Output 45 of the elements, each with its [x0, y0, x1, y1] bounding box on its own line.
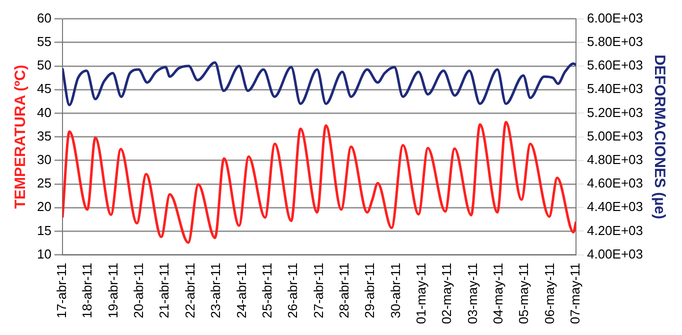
x-tick-label: 27-abr-11 — [310, 262, 326, 318]
x-tick-label: 22-abr-11 — [182, 262, 198, 318]
x-tick-label: 07-may-11 — [568, 262, 583, 324]
x-tick-label: 20-abr-11 — [131, 262, 146, 318]
x-tick-label: 23-abr-11 — [208, 262, 224, 318]
y2-tick-label: 4.40E+03 — [586, 199, 644, 214]
y2-tick-label: 5.80E+03 — [586, 34, 644, 49]
y-tick-label: 15 — [36, 222, 52, 238]
x-tick-label: 29-abr-11 — [362, 262, 378, 318]
y-tick-label: 60 — [36, 10, 52, 26]
x-tick-label: 24-abr-11 — [234, 262, 249, 318]
x-tick-label: 19-abr-11 — [105, 262, 120, 318]
y-tick-label: 30 — [36, 152, 52, 167]
y-tick-label: 40 — [36, 104, 52, 120]
y2-tick-label: 4.80E+03 — [586, 152, 644, 167]
y-tick-label: 10 — [36, 246, 52, 262]
x-tick-label: 03-may-11 — [464, 262, 480, 324]
y2-tick-label: 6.00E+03 — [586, 10, 644, 26]
x-tick-label: 18-abr-11 — [80, 262, 95, 318]
x-tick-label: 02-may-11 — [439, 262, 454, 324]
y-tick-label: 25 — [36, 176, 52, 191]
x-tick-label: 17-abr-11 — [54, 262, 70, 318]
x-tick-label: 21-abr-11 — [156, 262, 172, 318]
y-tick-label: 35 — [36, 128, 52, 144]
x-tick-label: 04-may-11 — [490, 262, 506, 324]
y-tick-label: 20 — [36, 199, 52, 214]
y2-tick-label: 4.20E+03 — [586, 222, 644, 238]
y2-tick-label: 5.00E+03 — [586, 128, 644, 144]
y-tick-label: 55 — [36, 34, 52, 49]
x-tick-label: 28-abr-11 — [336, 262, 352, 318]
y2-tick-label: 5.20E+03 — [586, 104, 644, 120]
y-tick-label: 45 — [36, 81, 52, 96]
x-tick-label: 05-may-11 — [516, 262, 532, 324]
x-tick-label: 25-abr-11 — [259, 262, 274, 318]
y2-tick-label: 4.60E+03 — [586, 176, 644, 191]
x-tick-label: 06-may-11 — [542, 262, 557, 324]
x-tick-label: 01-may-11 — [414, 262, 428, 324]
x-tick-label: 26-abr-11 — [285, 262, 300, 318]
x-tick-label: 30-abr-11 — [388, 262, 403, 318]
y-axis-title: TEMPERATURA (ºC) — [12, 64, 30, 209]
y2-tick-label: 4.00E+03 — [586, 246, 644, 262]
y2-axis-title: DEFORMACIONES (µe) — [650, 54, 668, 220]
y2-tick-label: 5.40E+03 — [586, 81, 644, 96]
y2-tick-label: 5.60E+03 — [586, 58, 644, 73]
y-tick-label: 50 — [36, 58, 52, 73]
